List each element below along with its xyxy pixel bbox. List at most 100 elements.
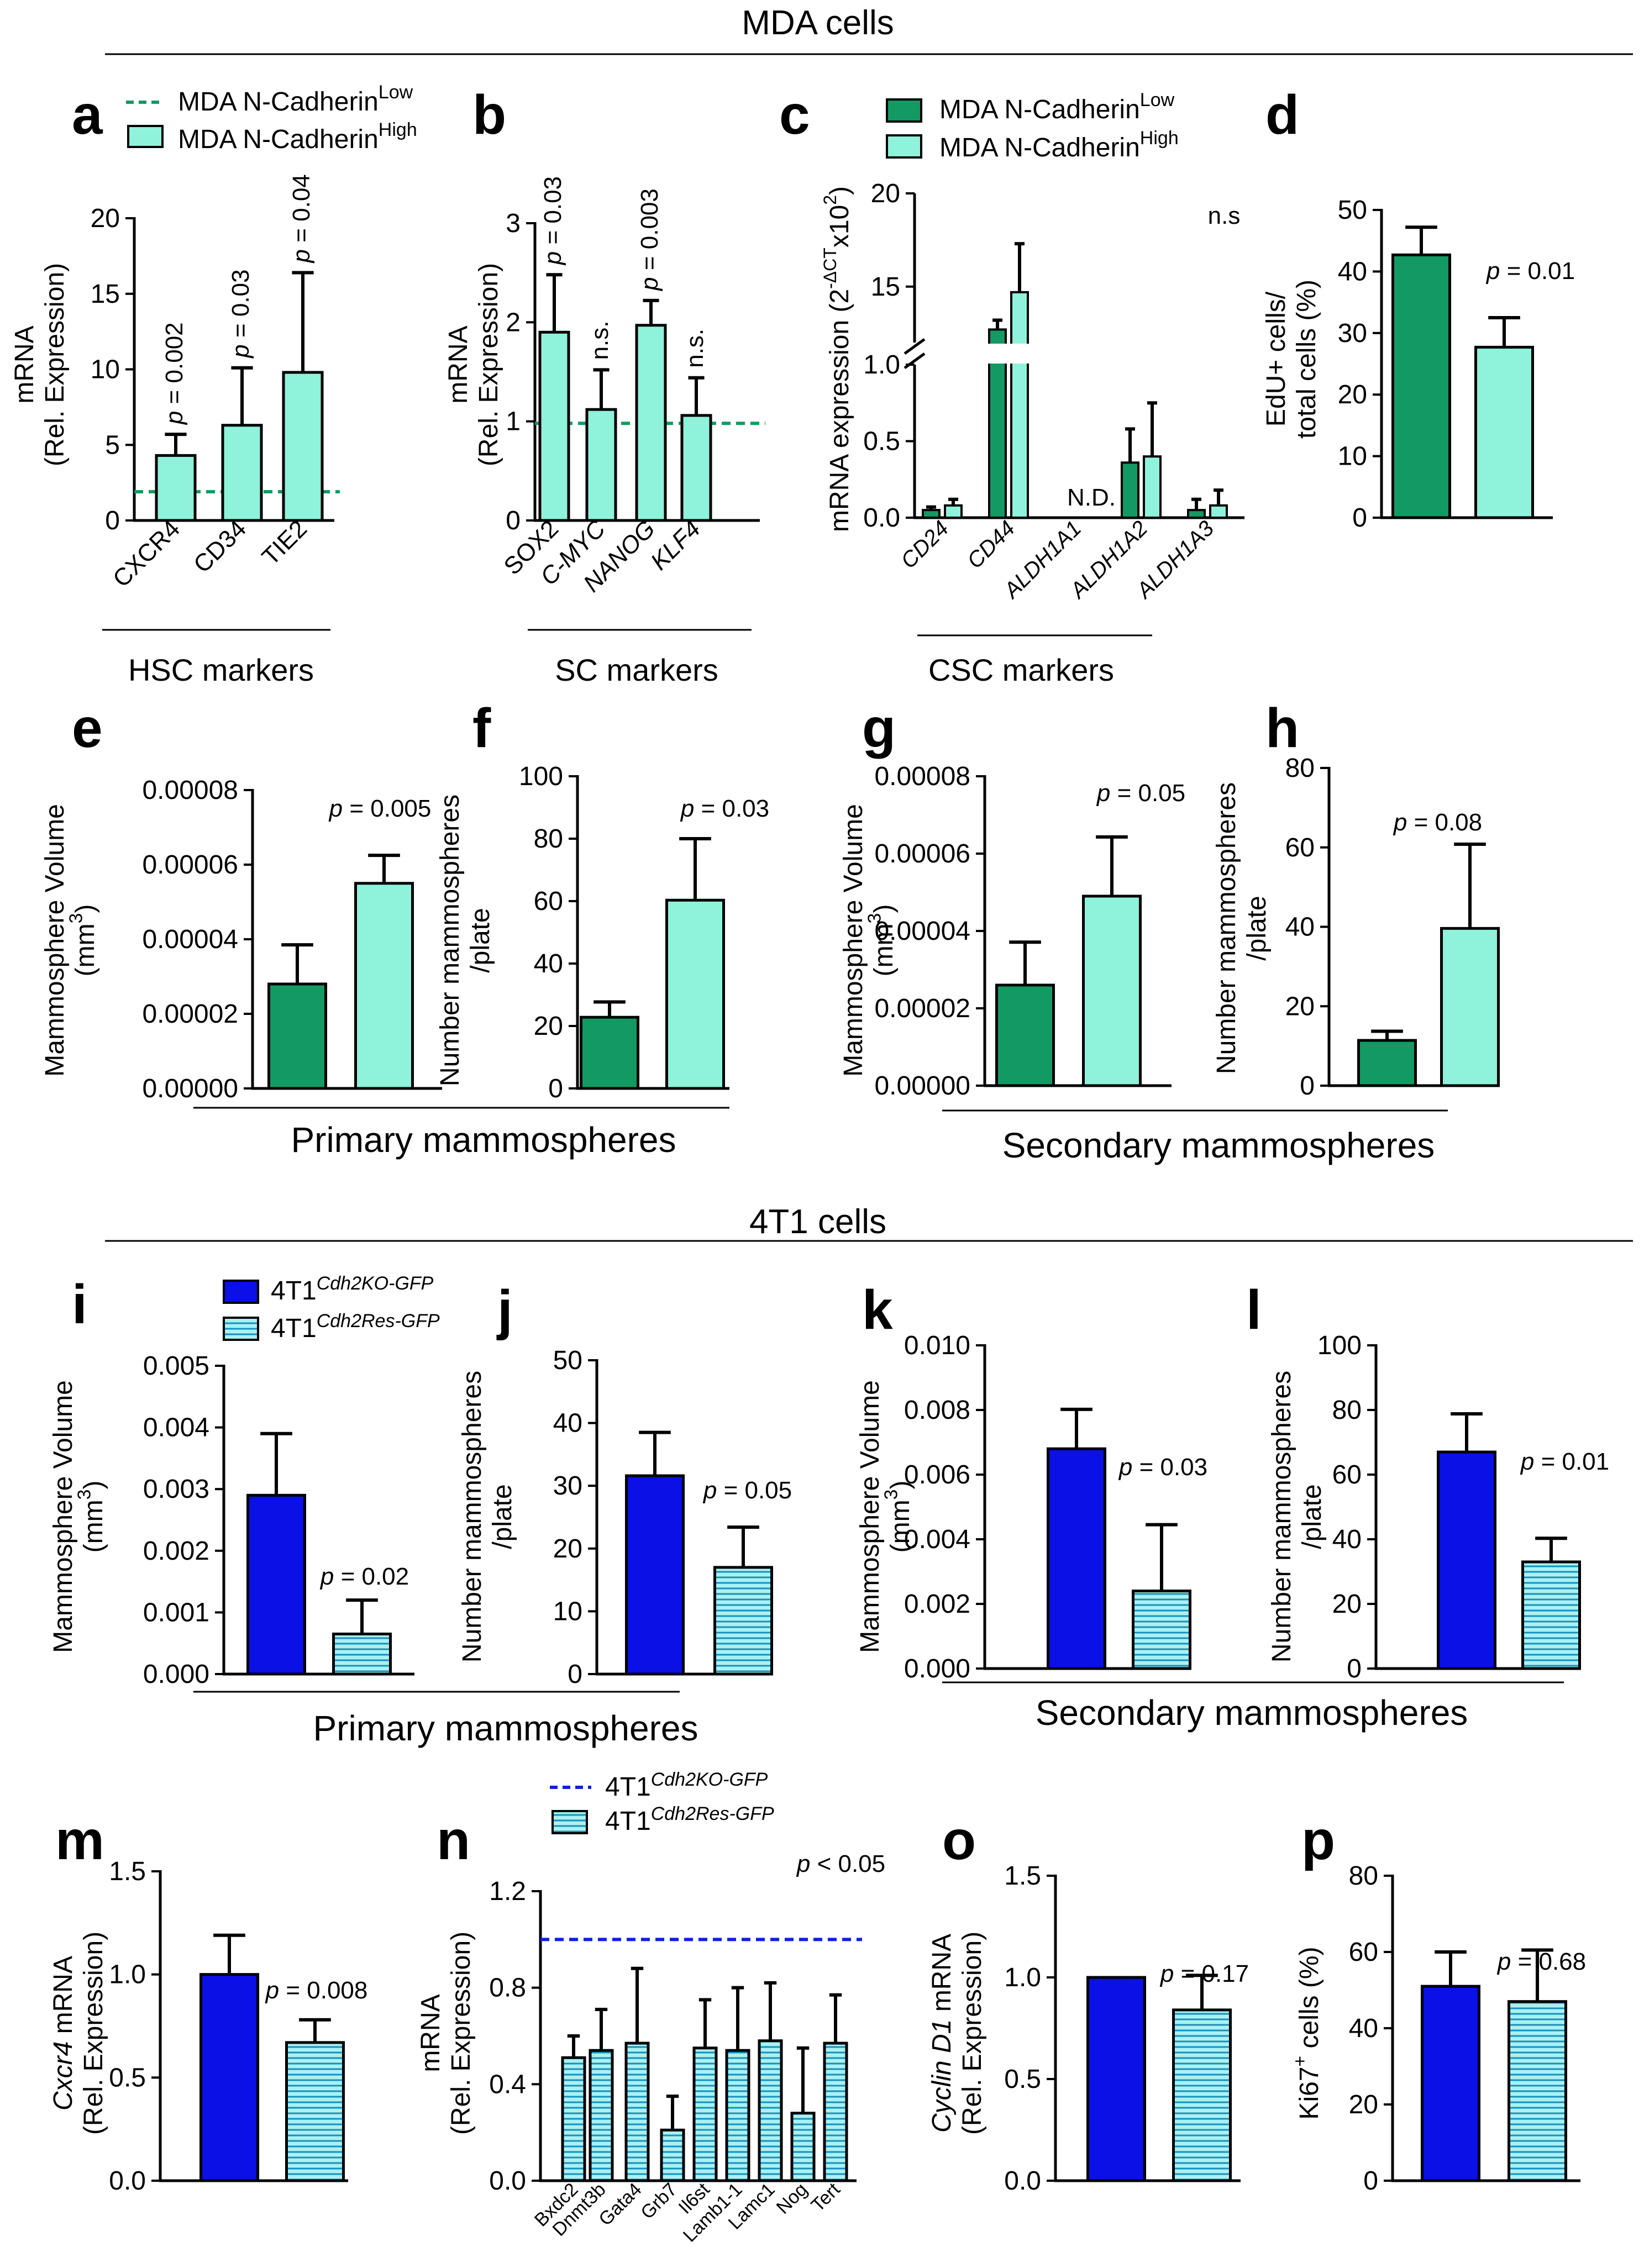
annotation-c-nd: N.D. — [1067, 484, 1116, 511]
ylabel-unit-i: (mm — [79, 1499, 108, 1553]
legend-c-low-sup: Low — [1140, 90, 1175, 110]
y-tick-label-i: 0.004 — [143, 1413, 209, 1443]
y-tick-label-d: 0 — [1352, 503, 1367, 533]
y-tick-label-f: 60 — [534, 887, 563, 916]
svg-text:4T1Cdh2Res-GFP: 4T1Cdh2Res-GFP — [605, 1803, 774, 1836]
panel-l-chart: 0 20 40 60 80 100 p = 0.01 Number mammospheres /… — [1267, 1331, 1609, 1683]
annotation-b: n.s. — [586, 320, 613, 360]
y-tick-label-l: 80 — [1332, 1396, 1362, 1425]
bar-e-1 — [267, 982, 327, 1090]
p-rest-d: = 0.01 — [1500, 257, 1575, 285]
legend-swatch-res — [223, 1317, 259, 1341]
y-axis-label-b: (Rel. Expression) — [474, 263, 503, 466]
y-tick-label-c: 0.5 — [863, 427, 900, 456]
p-italic-a: p — [227, 344, 254, 359]
p-rest-l: = 0.01 — [1534, 1448, 1609, 1475]
group-label-primary-4t1: Primary mammospheres — [313, 1708, 698, 1748]
y-tick-label-m: 1.5 — [109, 1857, 146, 1886]
y-tick-label-m: 0.0 — [109, 2166, 146, 2196]
bar-a-2 — [221, 424, 263, 522]
y-tick-label-e: 0.00004 — [142, 925, 238, 954]
panel-m-chart: 0.0 0.5 1.0 1.5 p = 0.008 Cxcr4 mRNA (Rel. Exp… — [49, 1857, 367, 2196]
p-italic-o: p — [1159, 1960, 1174, 1987]
ylabel-close-e: ) — [71, 904, 100, 913]
legend-swatch-low-c — [886, 98, 922, 123]
legend-swatch-high-c — [886, 134, 922, 159]
y-tick-label-k: 0.002 — [904, 1590, 970, 1619]
y-tick-label-d: 10 — [1338, 442, 1367, 471]
group-label-secondary-mda: Secondary mammospheres — [1002, 1125, 1435, 1165]
y-tick-label-b: 2 — [506, 308, 521, 337]
bar-n-6 — [725, 2049, 750, 2182]
bar-c-2-1 — [944, 504, 963, 519]
bar-i-1 — [246, 1493, 306, 1676]
svg-text:MDA N-CadherinLow: MDA N-CadherinLow — [178, 82, 413, 117]
panel-o-chart: 0.0 0.5 1.0 1.5 p = 0.17 Cyclin D1 mRNA (Rel. … — [927, 1861, 1249, 2196]
annotation-a: p = 0.002 — [161, 322, 188, 425]
annotation-j: p = 0.05 — [702, 1477, 792, 1504]
section-title-mda: MDA cells — [742, 4, 894, 42]
bar-c-1-4 — [1121, 461, 1139, 519]
y-tick-label-p: 40 — [1349, 2014, 1378, 2043]
y-axis-label-k: (mm3) — [881, 1481, 916, 1553]
bar-n-2 — [589, 2049, 614, 2182]
y-tick-label-d: 30 — [1338, 319, 1367, 348]
bar-n-4 — [660, 2128, 685, 2182]
ylabel-c-close: ) — [825, 186, 854, 195]
legend-n-ko-sup: Cdh2KO-GFP — [651, 1769, 768, 1790]
panel-d-chart: 0 10 20 30 40 50 p = 0.01 EdU+ cells/total cell… — [1262, 196, 1575, 533]
panel-i-chart: 0.000 0.001 0.002 0.003 0.004 0.005 p = 0.02 Ma… — [49, 1351, 414, 1689]
y-axis-label-n: mRNA — [416, 1994, 445, 2072]
y-tick-label-d: 50 — [1338, 196, 1367, 225]
y-axis-label-n: (Rel. Expression) — [447, 1932, 476, 2135]
y-tick-label-e: 0.00002 — [142, 999, 238, 1029]
bar-d-1 — [1391, 253, 1451, 519]
y-tick-label-a: 20 — [91, 204, 120, 233]
y-tick-label-i: 0.005 — [143, 1351, 209, 1381]
y-tick-label-i: 0.003 — [143, 1475, 209, 1504]
p-rest-p: = 0.68 — [1511, 1948, 1586, 1975]
bar-a-1 — [155, 454, 197, 522]
ylabel-unit-g: (mm — [869, 923, 899, 976]
y-tick-label-e: 0.00008 — [142, 776, 238, 805]
bar-b-4 — [680, 414, 712, 522]
p-italic-n: p — [796, 1850, 810, 1877]
legend-high-label: MDA N-Cadherin — [178, 125, 379, 154]
y-tick-label-d: 20 — [1338, 380, 1367, 409]
bar-c-1-1 — [922, 509, 941, 519]
y-tick-label-n: 0.8 — [489, 1974, 526, 2003]
p-rest-o: = 0.17 — [1174, 1960, 1249, 1987]
y-axis-label-b: mRNA — [444, 325, 473, 403]
annotation-o: p = 0.17 — [1159, 1960, 1249, 1987]
annotation-n: p < 0.05 — [796, 1850, 885, 1877]
bar-n-7 — [758, 2039, 783, 2182]
y-tick-label-f: 0 — [548, 1074, 563, 1103]
svg-text:MDA N-CadherinLow: MDA N-CadherinLow — [939, 90, 1175, 124]
ylabel-italic-o: Cyclin D1 — [927, 2019, 957, 2133]
y-axis-label-a: (Rel. Expression) — [40, 263, 70, 466]
y-axis-label-k: Mammosphere Volume — [855, 1380, 885, 1653]
y-tick-label-f: 20 — [534, 1012, 563, 1041]
legend-panel-c: MDA N-CadherinLow MDA N-CadherinHigh — [886, 90, 1179, 162]
legend-panel-n: 4T1Cdh2KO-GFP 4T1Cdh2Res-GFP — [550, 1769, 774, 1836]
y-tick-label-o: 0.0 — [1004, 2166, 1041, 2196]
panel-letter-k: k — [862, 1279, 893, 1341]
y-tick-label-h: 40 — [1285, 913, 1315, 942]
y-axis-label-f: Number mammospheres — [435, 794, 465, 1086]
legend-n-res-base: 4T1 — [605, 1807, 651, 1836]
panel-f-chart: 0 20 40 60 80 100 p = 0.03 Number mammospheres /… — [435, 762, 769, 1103]
y-tick-label-g: 0.00008 — [874, 762, 970, 791]
p-rest-a: = 0.03 — [227, 269, 254, 344]
panel-letter-b: b — [472, 84, 506, 146]
bar-c-2-2 — [1010, 291, 1029, 519]
y-tick-label-k: 0.008 — [904, 1396, 970, 1425]
p-italic-l: p — [1520, 1448, 1534, 1475]
y-tick-label-l: 0 — [1347, 1654, 1362, 1683]
bar-k-1 — [1047, 1447, 1106, 1670]
y-tick-label-p: 60 — [1349, 1938, 1378, 1967]
annotation-m: p = 0.008 — [265, 1977, 368, 2004]
bar-a-3 — [282, 371, 324, 522]
y-tick-label-o: 1.5 — [1004, 1861, 1041, 1891]
bar-n-5 — [692, 2046, 718, 2182]
